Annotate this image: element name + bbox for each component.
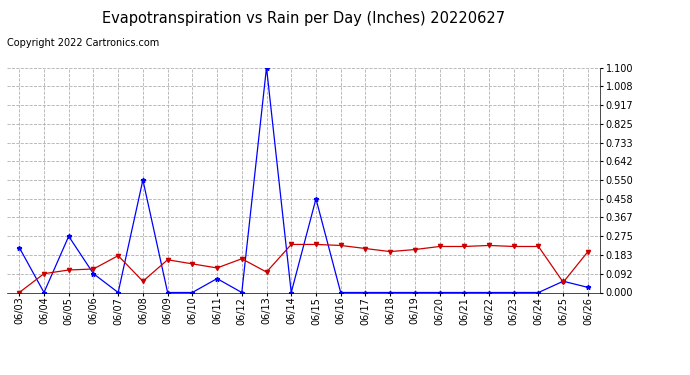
Text: Evapotranspiration vs Rain per Day (Inches) 20220627: Evapotranspiration vs Rain per Day (Inch… xyxy=(102,11,505,26)
Text: Copyright 2022 Cartronics.com: Copyright 2022 Cartronics.com xyxy=(7,38,159,48)
